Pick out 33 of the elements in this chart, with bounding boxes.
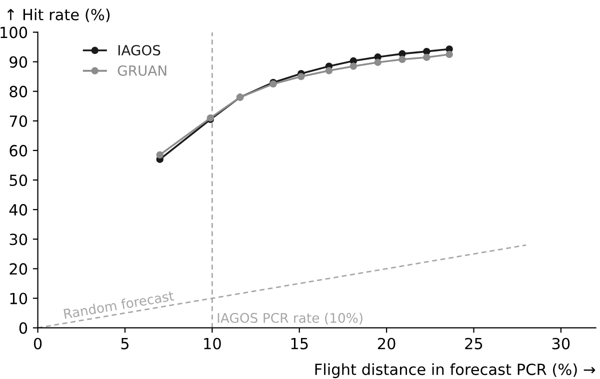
x-tick-label: 0 [34, 338, 42, 350]
y-tick-label: 70 [10, 115, 28, 127]
y-tick-label: 10 [10, 292, 28, 304]
point [423, 48, 430, 56]
x-tick-label: 25 [465, 338, 482, 350]
point [325, 67, 333, 74]
y-axis-title: ↑ Hit rate (%) [7, 8, 110, 22]
point [156, 151, 164, 159]
x-axis-title: Flight distance in forecast PCR (%) → [315, 363, 596, 378]
x-tick-label: 5 [121, 338, 129, 350]
y-tick-label: 100 [0, 26, 28, 38]
legend-label: IAGOS [118, 44, 160, 56]
y-tick-label: 50 [10, 174, 28, 186]
y-tick-label: 60 [10, 144, 28, 156]
x-tick-label: 30 [552, 338, 570, 350]
point [446, 50, 453, 58]
legend-label: GRUAN [118, 65, 166, 76]
y-tick-label: 40 [9, 204, 28, 216]
point [374, 58, 382, 66]
y-tick-label: 30 [10, 234, 28, 246]
point [423, 54, 430, 61]
y-tick-label: 90 [10, 56, 28, 68]
y-tick-label: 80 [10, 86, 28, 98]
ref-line-label: IAGOS PCR rate (10%) [218, 312, 362, 324]
point [297, 72, 305, 80]
y-tick-label: 20 [10, 263, 28, 275]
annotation: Random forecast [64, 290, 174, 319]
x-tick-label: 20 [378, 338, 396, 350]
x-tick-label: 15 [291, 338, 308, 350]
point [350, 62, 358, 70]
y-tick-label: 0 [19, 322, 28, 334]
x-tick-label: 10 [204, 338, 221, 350]
point [398, 56, 406, 64]
